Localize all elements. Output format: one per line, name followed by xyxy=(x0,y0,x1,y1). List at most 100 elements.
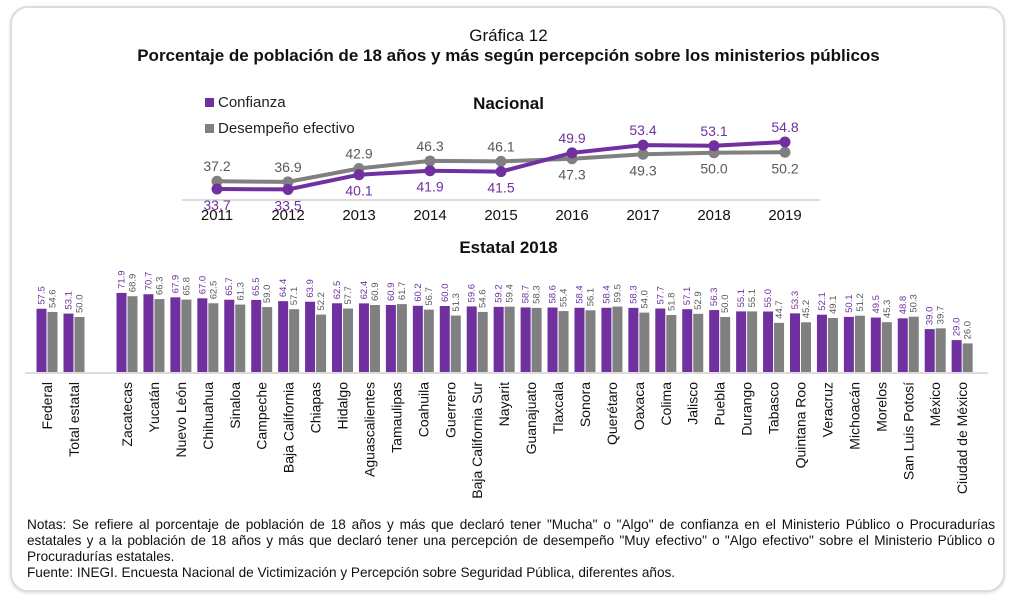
bar-confianza xyxy=(278,301,289,372)
bar-desempeno xyxy=(154,299,165,372)
x-tick-label: 2016 xyxy=(555,207,588,224)
bar-confianza xyxy=(870,317,881,372)
data-label-confianza: 55.0 xyxy=(763,289,774,308)
figure-title: Porcentaje de población de 18 años y más… xyxy=(137,46,880,65)
data-label-confianza: 57.1 xyxy=(682,287,693,306)
data-label-desempeno: 50.3 xyxy=(909,294,920,313)
data-label-confianza: 59.2 xyxy=(494,284,505,303)
data-label-desempeno: 56.7 xyxy=(424,287,435,306)
data-label-desempeno: 49.1 xyxy=(828,295,839,314)
data-label-desempeno: 42.9 xyxy=(345,146,372,162)
category-label: Baja California Sur xyxy=(469,382,485,499)
category-label: Querétaro xyxy=(604,382,620,445)
data-label-desempeno: 68.9 xyxy=(128,274,139,293)
category-label: Guerrero xyxy=(442,382,458,438)
bar-desempeno xyxy=(450,315,461,372)
bar-confianza xyxy=(36,308,47,372)
data-point-confianza xyxy=(495,166,507,178)
bar-desempeno xyxy=(343,308,354,372)
data-label-desempeno: 66.3 xyxy=(154,277,165,296)
legend-swatch-desempeno xyxy=(205,123,214,133)
bar-desempeno xyxy=(289,309,300,372)
bar-confianza xyxy=(466,306,477,372)
data-label-desempeno: 46.3 xyxy=(416,138,443,154)
bar-desempeno xyxy=(801,322,811,372)
category-label: Guanajuato xyxy=(523,382,539,455)
bar-desempeno xyxy=(612,306,623,372)
data-label-desempeno: 51.8 xyxy=(666,293,677,312)
category-label: Ciudad de México xyxy=(954,382,970,494)
bar-desempeno xyxy=(639,312,650,372)
data-label-desempeno: 56.1 xyxy=(585,288,596,307)
data-label-desempeno: 55.4 xyxy=(559,289,570,308)
data-label-desempeno: 61.3 xyxy=(235,282,246,301)
bar-desempeno xyxy=(181,299,192,372)
bar-confianza xyxy=(143,294,154,372)
data-point-desempeno xyxy=(495,155,507,167)
category-label: Sinaloa xyxy=(227,382,243,429)
bar-confianza xyxy=(709,310,720,372)
bar-confianza xyxy=(412,305,423,372)
x-tick-label: 2018 xyxy=(697,207,730,224)
data-point-confianza xyxy=(353,169,365,181)
bar-desempeno xyxy=(693,313,704,372)
data-label-confianza: 67.0 xyxy=(197,276,208,295)
data-label-desempeno: 44.7 xyxy=(774,300,785,319)
data-label-desempeno: 62.5 xyxy=(208,281,219,300)
bar-confianza xyxy=(358,303,369,372)
legend-label-confianza: Confianza xyxy=(218,93,286,111)
bar-desempeno xyxy=(477,311,488,372)
data-label-confianza: 40.1 xyxy=(345,183,372,199)
state-chart-title: Estatal 2018 xyxy=(459,238,558,257)
data-label-confianza: 57.5 xyxy=(37,286,48,305)
data-label-confianza: 58.4 xyxy=(601,285,612,304)
data-label-confianza: 33.5 xyxy=(274,197,301,213)
data-label-desempeno: 54.6 xyxy=(48,289,59,308)
data-label-confianza: 60.2 xyxy=(413,283,424,302)
data-label-desempeno: 51.3 xyxy=(451,293,462,312)
data-label-confianza: 58.6 xyxy=(548,285,559,304)
category-label: Colima xyxy=(658,382,674,426)
bar-desempeno xyxy=(827,317,838,372)
category-label: Hidalgo xyxy=(335,382,351,430)
data-label-confianza: 65.5 xyxy=(251,277,262,296)
category-label: Puebla xyxy=(712,382,728,426)
legend-item-confianza: Confianza xyxy=(205,89,355,115)
category-label: Nuevo León xyxy=(173,382,189,458)
category-label: Baja California xyxy=(281,382,297,473)
data-label-desempeno: 45.2 xyxy=(801,300,812,319)
category-label: Tabasco xyxy=(766,382,782,434)
bar-confianza xyxy=(493,306,504,372)
bar-confianza xyxy=(63,313,74,372)
bar-desempeno xyxy=(585,310,596,372)
data-label-confianza: 60.0 xyxy=(440,284,451,303)
data-label-confianza: 53.1 xyxy=(700,123,727,139)
data-label-confianza: 52.1 xyxy=(817,292,828,311)
category-label: Chihuahua xyxy=(200,382,216,450)
bar-desempeno xyxy=(935,328,946,372)
bar-confianza xyxy=(843,316,854,372)
x-tick-label: 2013 xyxy=(342,207,375,224)
data-point-confianza xyxy=(211,183,223,195)
data-label-desempeno: 60.9 xyxy=(370,283,381,302)
data-label-desempeno: 49.3 xyxy=(629,162,656,178)
data-label-confianza: 49.9 xyxy=(558,130,585,146)
data-label-confianza: 58.4 xyxy=(574,285,585,304)
bar-desempeno xyxy=(720,317,731,372)
data-label-desempeno: 51.2 xyxy=(855,293,866,312)
data-label-confianza: 56.3 xyxy=(709,288,720,307)
legend-label-desempeno: Desempeño efectivo xyxy=(218,119,355,137)
data-point-desempeno xyxy=(282,176,294,188)
data-label-desempeno: 50.0 xyxy=(720,295,731,314)
data-label-confianza: 50.1 xyxy=(844,294,855,313)
category-label: Tlaxcala xyxy=(550,382,566,434)
data-label-confianza: 33.7 xyxy=(203,197,230,213)
bar-confianza xyxy=(790,313,800,372)
bar-confianza xyxy=(924,329,935,372)
data-label-confianza: 62.4 xyxy=(359,281,370,300)
data-label-confianza: 53.1 xyxy=(64,291,75,310)
bar-confianza xyxy=(763,311,774,372)
data-label-confianza: 53.3 xyxy=(790,291,801,310)
x-tick-label: 2012 xyxy=(271,207,304,224)
data-label-desempeno: 59.4 xyxy=(505,284,516,303)
